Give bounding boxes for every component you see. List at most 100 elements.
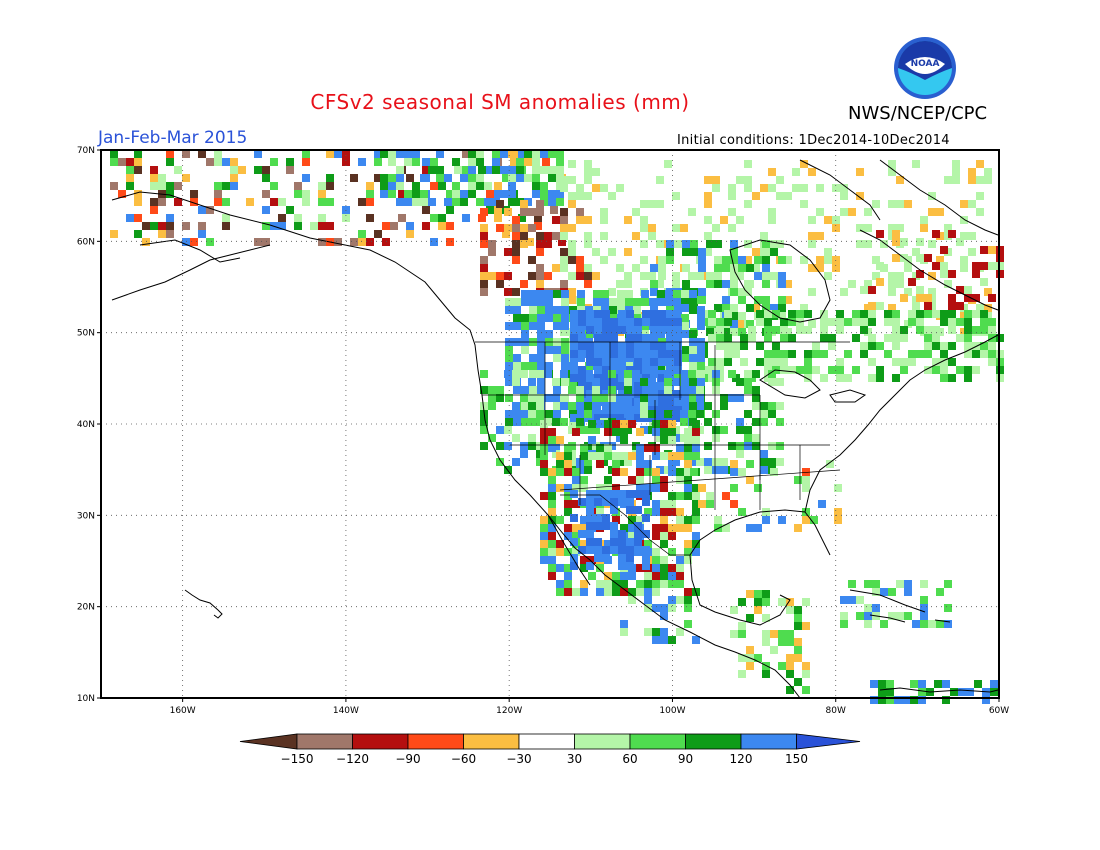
anomaly-cell: [512, 240, 520, 248]
anomaly-cell: [920, 604, 928, 612]
anomaly-cell: [812, 342, 820, 350]
anomaly-cell: [652, 468, 660, 476]
anomaly-cell: [770, 240, 778, 248]
anomaly-cell: [190, 198, 198, 206]
anomaly-cell: [892, 238, 900, 246]
anomaly-cell: [230, 158, 238, 166]
anomaly-cell: [568, 160, 576, 168]
anomaly-cell: [504, 224, 512, 232]
anomaly-cell: [641, 290, 649, 298]
anomaly-cell: [972, 262, 980, 270]
anomaly-cell: [740, 358, 748, 366]
anomaly-cell: [502, 230, 510, 238]
anomaly-cell: [666, 256, 674, 264]
anomaly-cell: [404, 150, 412, 158]
anomaly-cell: [768, 410, 776, 418]
anomaly-cell: [548, 190, 556, 198]
anomaly-cell: [420, 190, 428, 198]
anomaly-cell: [634, 390, 642, 398]
anomaly-cell: [956, 238, 964, 246]
anomaly-cell: [616, 264, 624, 272]
anomaly-cell: [754, 484, 762, 492]
anomaly-cell: [610, 342, 618, 350]
anomaly-cell: [714, 304, 722, 312]
anomaly-cell: [666, 318, 674, 326]
anomaly-cell: [532, 150, 540, 158]
anomaly-cell: [666, 334, 674, 342]
anomaly-cell: [476, 198, 484, 206]
anomaly-cell: [652, 532, 660, 540]
anomaly-cell: [816, 256, 824, 264]
anomaly-cell: [990, 680, 998, 688]
anomaly-cell: [649, 298, 657, 306]
anomaly-cell: [904, 200, 912, 208]
anomaly-cell: [602, 498, 610, 506]
anomaly-cell: [548, 548, 556, 556]
anomaly-cell: [688, 272, 696, 280]
anomaly-cell: [366, 190, 374, 198]
anomaly-cell: [626, 318, 634, 326]
anomaly-cell: [924, 310, 932, 318]
anomaly-cell: [537, 290, 545, 298]
anomaly-cell: [521, 418, 529, 426]
anomaly-cell: [924, 342, 932, 350]
anomaly-cell: [570, 358, 578, 366]
anomaly-cell: [910, 696, 918, 704]
anomaly-cell: [620, 436, 628, 444]
anomaly-cell: [520, 450, 528, 458]
anomaly-cell: [529, 298, 537, 306]
anomaly-cell: [534, 222, 542, 230]
anomaly-cell: [536, 264, 544, 272]
anomaly-cell: [802, 476, 810, 484]
anomaly-cell: [682, 280, 690, 288]
anomaly-cell: [652, 508, 660, 516]
anomaly-cell: [808, 240, 816, 248]
colorbar-label: −60: [451, 752, 476, 766]
anomaly-cell: [318, 238, 326, 246]
anomaly-cell: [628, 524, 636, 532]
anomaly-cell: [684, 540, 692, 548]
anomaly-cell: [748, 334, 756, 342]
anomaly-cell: [712, 458, 720, 466]
anomaly-cell: [738, 468, 746, 476]
anomaly-cell: [270, 158, 278, 166]
anomaly-cell: [652, 444, 660, 452]
anomaly-cell: [572, 524, 580, 532]
anomaly-cell: [508, 182, 516, 190]
anomaly-cell: [780, 334, 788, 342]
anomaly-cell: [660, 572, 668, 580]
anomaly-cell: [648, 410, 656, 418]
anomaly-cell: [744, 160, 752, 168]
anomaly-cell: [206, 238, 214, 246]
anomaly-cell: [561, 306, 569, 314]
anomaly-cell: [568, 192, 576, 200]
anomaly-cell: [618, 318, 626, 326]
anomaly-cell: [476, 158, 484, 166]
anomaly-cell: [556, 166, 564, 174]
anomaly-cell: [656, 280, 664, 288]
anomaly-cell: [704, 232, 712, 240]
anomaly-cell: [948, 302, 956, 310]
lon-label: 100W: [659, 706, 685, 716]
anomaly-cell: [668, 532, 676, 540]
anomaly-cell: [738, 598, 746, 606]
anomaly-cell: [690, 248, 698, 256]
anomaly-cell: [684, 524, 692, 532]
anomaly-cell: [496, 458, 504, 466]
anomaly-cell: [521, 330, 529, 338]
anomaly-cell: [794, 654, 802, 662]
anomaly-cell: [230, 166, 238, 174]
anomaly-cell: [586, 530, 594, 538]
anomaly-cell: [468, 150, 476, 158]
anomaly-cell: [513, 418, 521, 426]
anomaly-cell: [641, 298, 649, 306]
anomaly-cell: [681, 346, 689, 354]
anomaly-cell: [584, 192, 592, 200]
anomaly-cell: [924, 350, 932, 358]
anomaly-cell: [612, 572, 620, 580]
anomaly-cell: [676, 452, 684, 460]
anomaly-cell: [520, 240, 528, 248]
anomaly-cell: [540, 548, 548, 556]
anomaly-cell: [948, 310, 956, 318]
anomaly-cell: [802, 622, 810, 630]
